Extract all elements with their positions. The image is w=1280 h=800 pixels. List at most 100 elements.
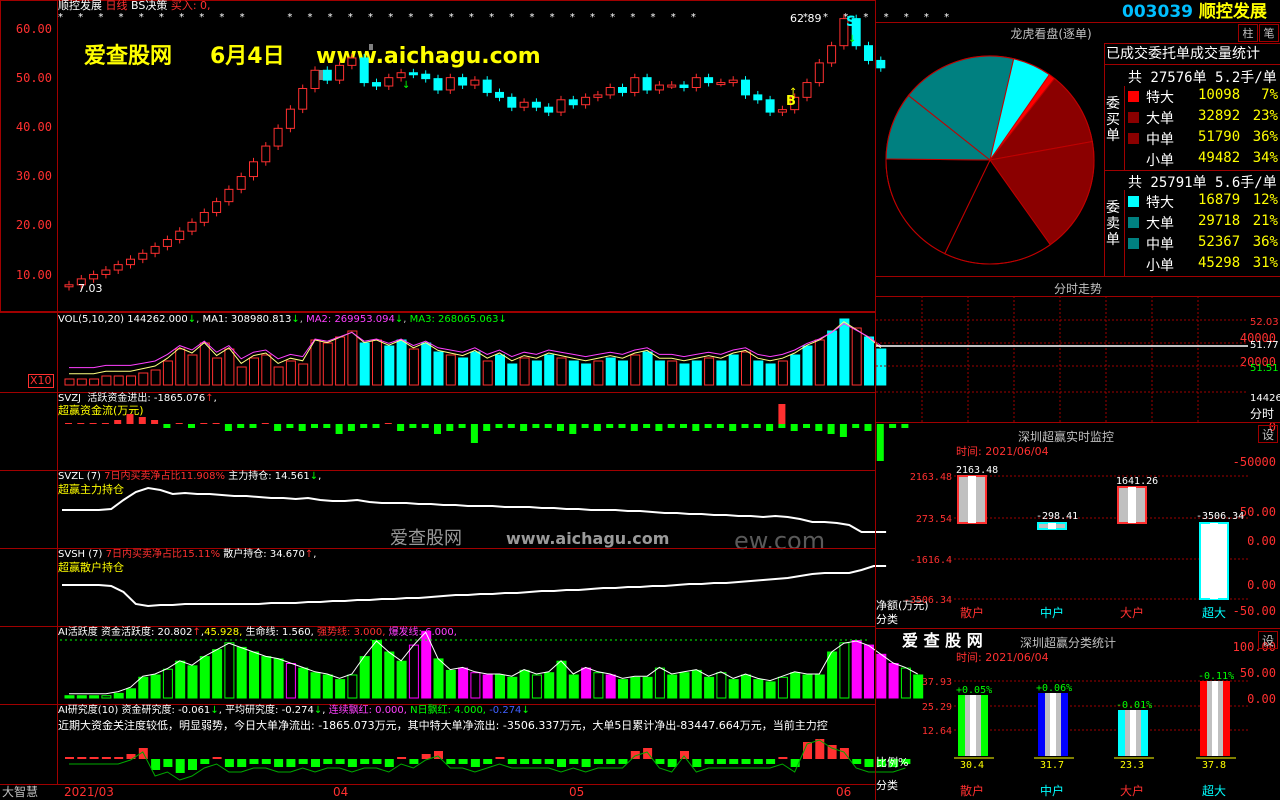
research-bar	[495, 757, 505, 759]
buy-row-name: 中单	[1146, 132, 1174, 148]
research-bar	[311, 759, 320, 767]
research-bar	[286, 759, 296, 767]
activity-bar	[482, 674, 493, 699]
research-bar	[347, 759, 357, 767]
class-bar-highlight	[1212, 681, 1218, 756]
volume-bar	[704, 357, 715, 386]
volume-bar	[581, 363, 592, 386]
flow-bar	[827, 424, 835, 434]
svzl-y-tick: 0.00	[1247, 534, 1276, 548]
svsh-sub: 超赢散户持仓	[58, 561, 124, 574]
research-bar	[224, 759, 234, 767]
flow-bar	[569, 424, 577, 434]
sell-row-percent: 21%	[1252, 213, 1278, 229]
volume-bar	[372, 339, 382, 386]
class-top-value: -0.11%	[1198, 671, 1234, 682]
svsh-y-tick: 0.00	[1247, 578, 1276, 592]
class-bottom-value: 23.3	[1120, 760, 1144, 771]
activity-bar	[421, 630, 432, 699]
candle	[716, 82, 726, 86]
research-bar	[889, 759, 899, 767]
ts-price: 51.51	[1250, 363, 1279, 374]
flow-bar	[446, 424, 454, 431]
category-label: 散户	[960, 605, 984, 620]
candle	[876, 59, 886, 69]
research-bar	[175, 759, 185, 773]
chart-header: 顺控发展 日线 BS决策 买入: 0,	[58, 0, 211, 12]
research-bar	[606, 759, 616, 764]
research-bar	[126, 754, 136, 759]
tick-mode-button[interactable]: 笔	[1259, 24, 1279, 42]
monitor-y-tick: -3506.34	[904, 595, 952, 606]
flow-bar	[347, 424, 355, 431]
volume-bar	[531, 360, 542, 386]
y-tick: 50.00	[15, 71, 52, 85]
flow-bar	[544, 424, 552, 428]
bar-mode-button[interactable]: 柱	[1238, 24, 1258, 42]
candle	[593, 94, 603, 98]
monitor-value: 2163.48	[956, 465, 998, 476]
flow-bar	[876, 424, 884, 461]
candle	[113, 264, 123, 271]
flow-bar	[729, 424, 737, 431]
volume-bar	[777, 360, 788, 386]
flow-bar	[249, 424, 257, 428]
flow-bar	[65, 423, 72, 424]
activity-bar	[654, 667, 665, 699]
activity-bar	[544, 672, 555, 699]
research-bar	[581, 759, 591, 767]
volume-bar	[421, 342, 432, 386]
y-tick: 40.00	[15, 120, 52, 134]
class-top-value: -0.01%	[1116, 700, 1152, 711]
class-bar-highlight	[1130, 710, 1136, 756]
volume-bar	[716, 360, 727, 386]
flow-bar	[397, 424, 405, 431]
vol-unit: X10	[28, 374, 54, 388]
research-bar	[261, 759, 271, 764]
y-tick: 30.00	[15, 169, 52, 183]
buy-row-percent: 23%	[1252, 108, 1278, 124]
sell-row-percent: 36%	[1252, 234, 1278, 250]
activity-bar	[335, 679, 346, 699]
flow-bar	[77, 423, 85, 424]
volume-bar	[126, 375, 136, 386]
activity-bar	[212, 649, 223, 699]
volume-bar	[64, 378, 75, 386]
ai-research-header: AI研究度(10) 资金研究度: -0.061↓, 平均研究度: -0.274↓…	[58, 705, 530, 716]
arrow-up-icon: ↑	[789, 87, 797, 98]
period[interactable]: 日线	[105, 0, 128, 12]
sell-row-volume: 16879	[1198, 192, 1241, 208]
volume-bar	[236, 366, 247, 386]
volume-bar	[408, 348, 419, 386]
candle	[199, 211, 209, 223]
monitor-value: -298.41	[1036, 511, 1078, 522]
ai-active-y-tick: 100.00	[1232, 640, 1276, 654]
flow-bar	[507, 424, 515, 428]
flow-bar	[434, 424, 441, 434]
monitor-settings-button[interactable]: 设	[1258, 425, 1278, 443]
volume-bar	[814, 339, 825, 386]
research-bar	[852, 759, 862, 764]
flow-bar	[864, 424, 872, 431]
class-settings-button[interactable]: 设	[1258, 631, 1278, 649]
candle	[372, 82, 381, 87]
research-bar	[532, 759, 542, 764]
candle	[138, 252, 148, 260]
activity-bar	[495, 674, 505, 699]
timeshare-chart[interactable]	[876, 296, 1280, 422]
stock-name: 顺控发展	[58, 0, 102, 12]
flow-bar	[643, 424, 651, 428]
candlestick-chart[interactable]: ↓ ↓ ↑	[0, 0, 886, 312]
volume-bar	[138, 372, 149, 386]
sell-side-label: 委卖单	[1106, 200, 1120, 248]
activity-bar	[470, 672, 481, 699]
research-bar	[446, 759, 456, 764]
volume-bar	[851, 327, 862, 386]
legend-swatch	[1128, 112, 1139, 123]
buy-row-percent: 7%	[1261, 87, 1278, 103]
candle	[64, 284, 74, 288]
candle	[568, 99, 578, 106]
flow-bar	[520, 424, 528, 431]
category-label: 中户	[1040, 605, 1064, 620]
activity-bar	[433, 658, 444, 699]
